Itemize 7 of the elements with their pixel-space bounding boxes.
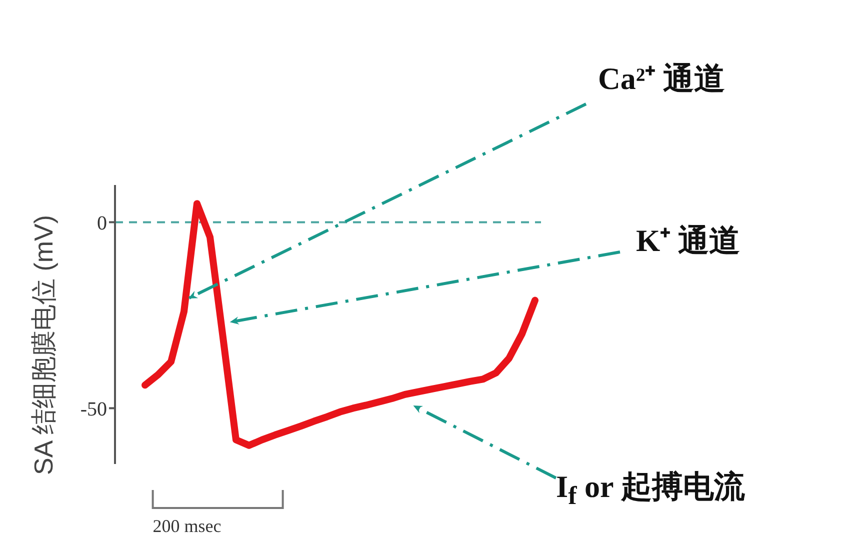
text: I$_{f}$ or 起搏电流 [556, 468, 745, 512]
y-tick-label: -50 [80, 398, 107, 420]
text: K⁺ 通道 [636, 222, 740, 260]
text: 200 msec [152, 516, 222, 537]
text: Ca²⁺ 通道 [598, 60, 725, 98]
y-axis-title: SA 结细胞膜电位 (mV) [28, 214, 60, 475]
y-tick-label: 0 [97, 212, 107, 234]
